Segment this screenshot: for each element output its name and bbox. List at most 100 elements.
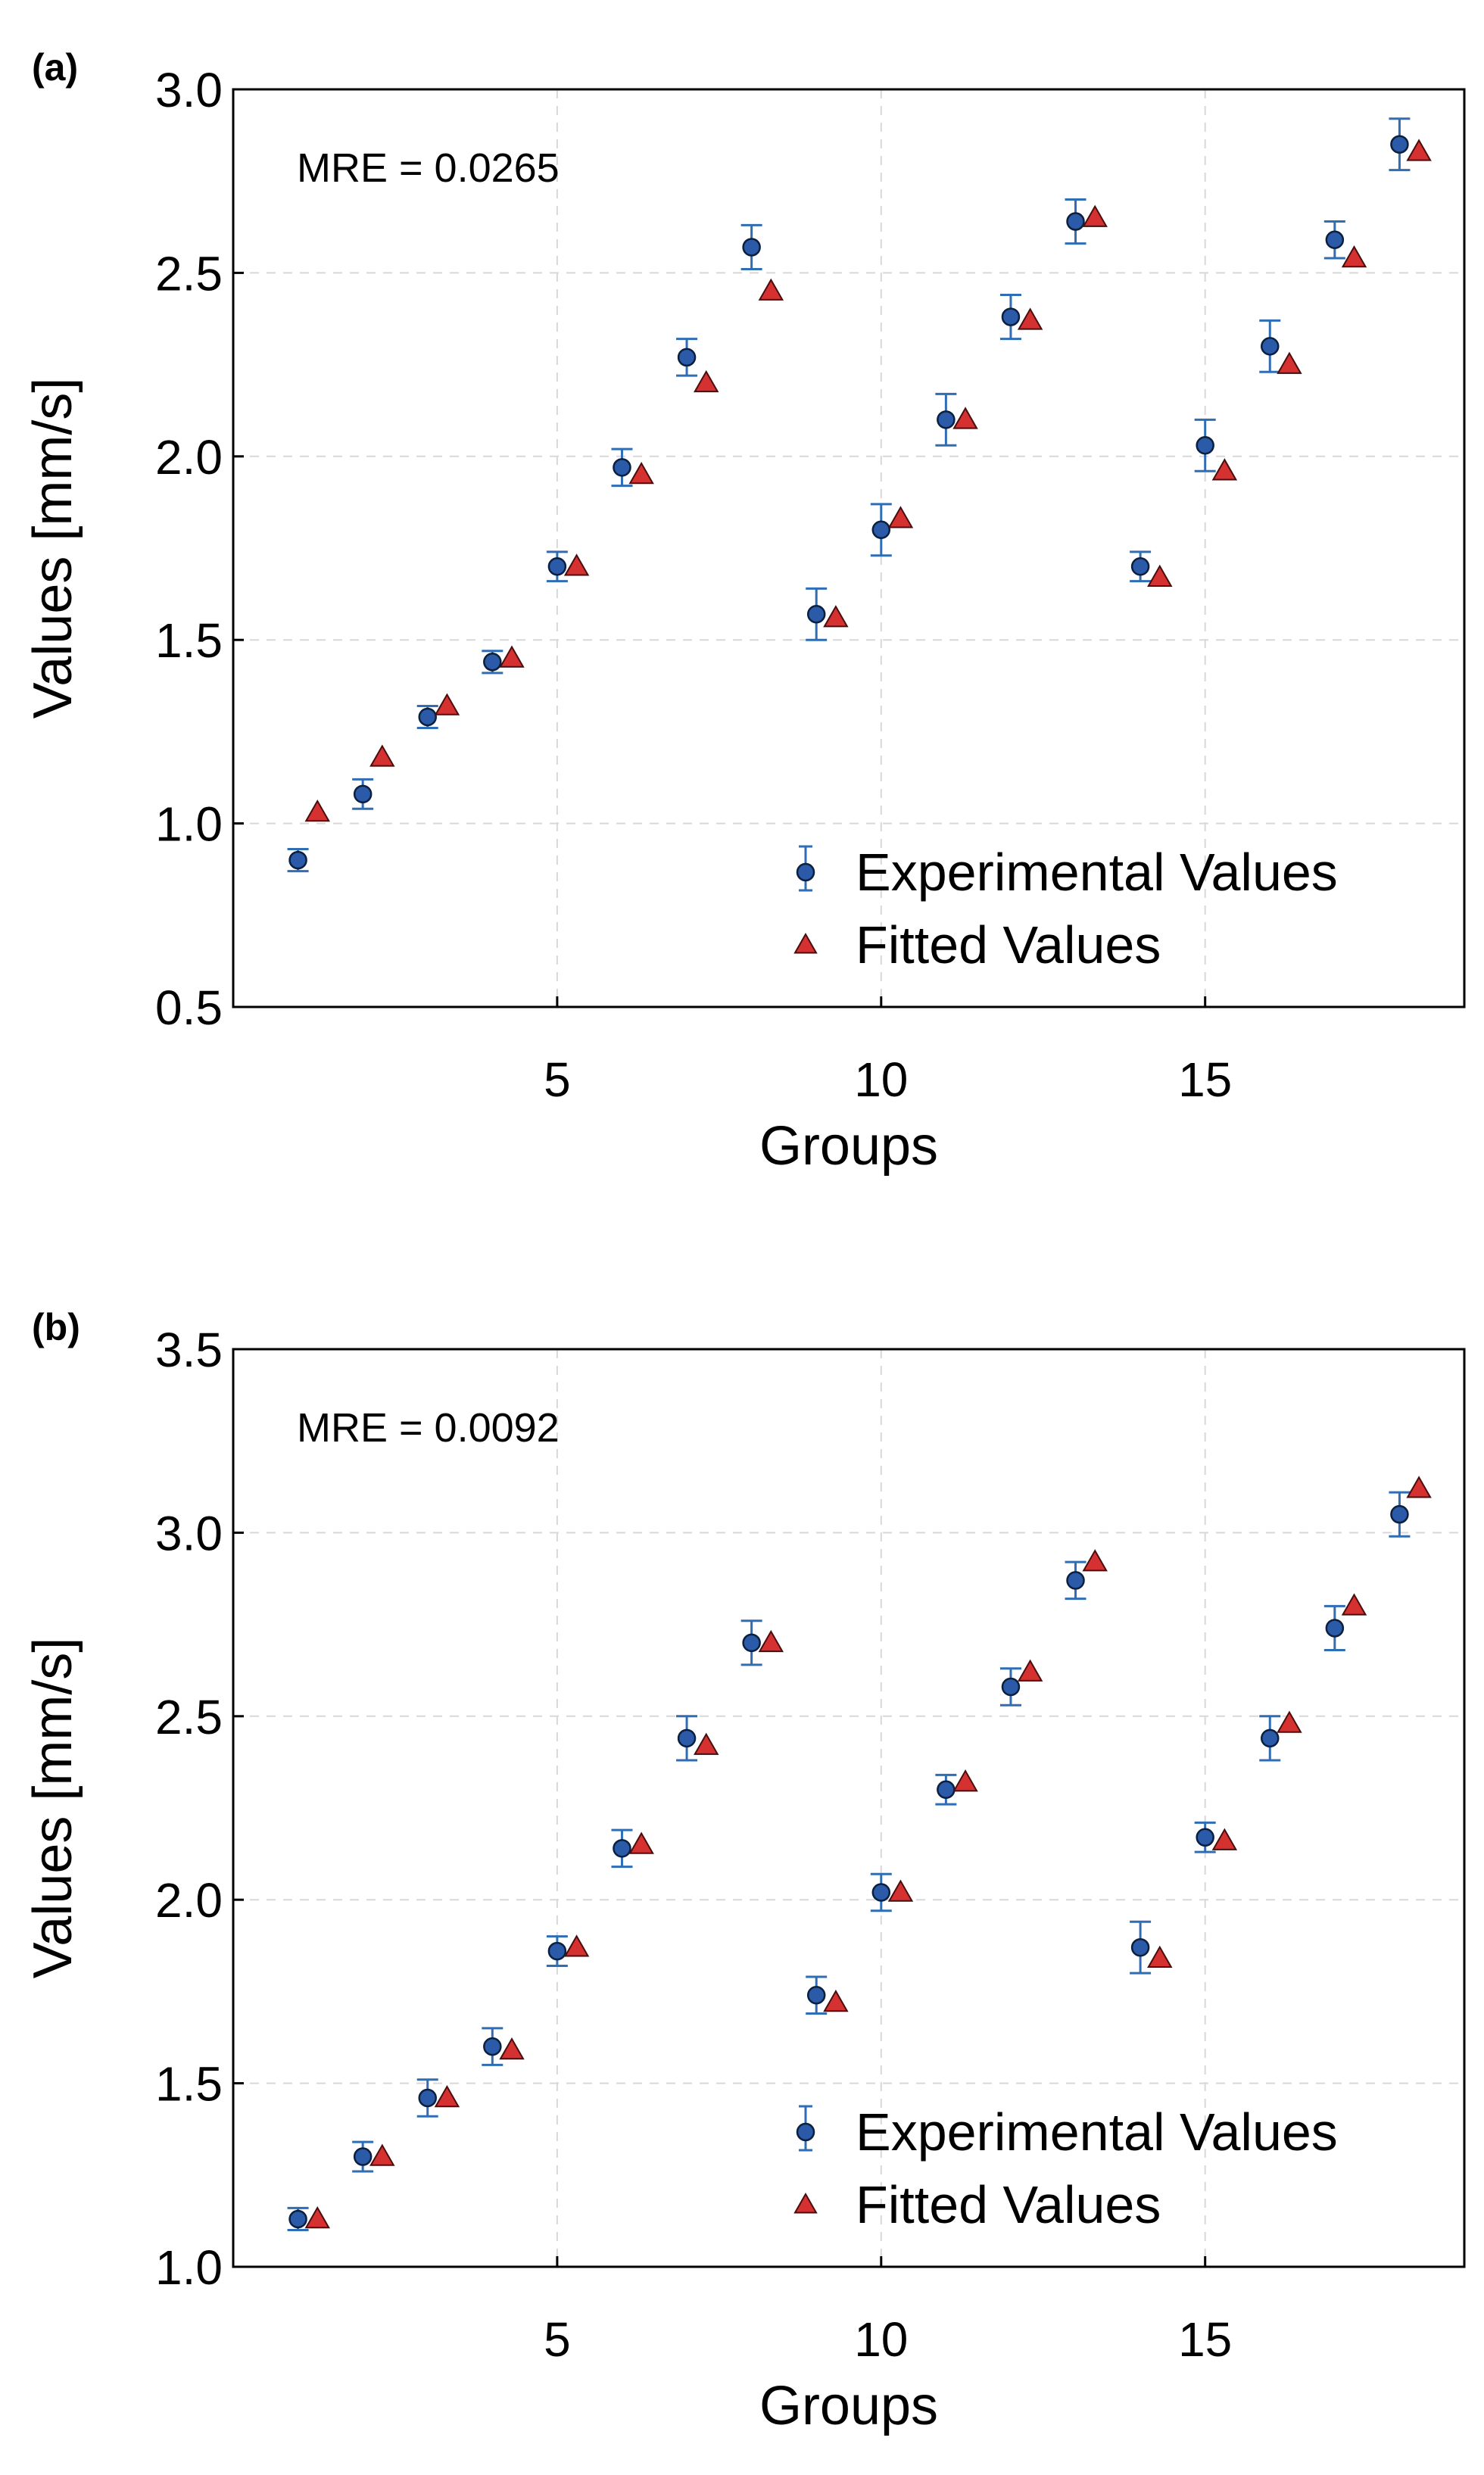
- experimental-point: [1130, 556, 1150, 576]
- experimental-point: [1196, 436, 1214, 455]
- fitted-point: [304, 800, 330, 822]
- experimental-point: [613, 458, 631, 477]
- experimental-point: [1066, 1571, 1085, 1590]
- x-tick-label: 15: [1178, 1052, 1232, 1107]
- legend: Experimental Values Fitted Values: [793, 843, 1338, 974]
- mre-annotation: MRE = 0.0265: [297, 145, 560, 191]
- experimental-point: [1130, 1937, 1150, 1957]
- y-tick-label: 1.5: [155, 613, 223, 668]
- experimental-point: [937, 410, 956, 429]
- x-tick-label: 5: [544, 2312, 571, 2367]
- experimental-point: [1325, 230, 1345, 250]
- fitted-point: [952, 407, 978, 429]
- fitted-point: [887, 1879, 914, 1902]
- fitted-point: [563, 553, 590, 576]
- y-tick-label: 2.0: [155, 430, 223, 485]
- fitted-point: [1406, 139, 1432, 161]
- experimental-point: [937, 1780, 956, 1800]
- x-tick-label: 10: [854, 1052, 908, 1107]
- fitted-point: [1082, 204, 1108, 227]
- panel-label: (b): [32, 1306, 80, 1348]
- experimental-point: [288, 2209, 307, 2229]
- fitted-point: [434, 2084, 460, 2108]
- fitted-point: [1017, 1659, 1043, 1682]
- legend-experimental-marker: [796, 2122, 815, 2142]
- fitted-point: [1017, 307, 1043, 330]
- fitted-point: [304, 2205, 330, 2229]
- experimental-point: [806, 1985, 826, 2005]
- y-axis-title: Values [mm/s]: [23, 1638, 83, 1979]
- fitted-point: [628, 1831, 654, 1854]
- fitted-point: [434, 693, 460, 715]
- legend-fitted-label: Fitted Values: [856, 915, 1161, 974]
- experimental-point: [1325, 1619, 1345, 1638]
- fitted-point: [758, 278, 784, 301]
- fitted-point: [887, 506, 914, 528]
- y-axis-title: Values [mm/s]: [23, 378, 83, 719]
- fitted-point: [1147, 1945, 1173, 1968]
- fitted-point: [499, 645, 525, 668]
- experimental-point: [353, 2147, 373, 2166]
- fitted-point: [628, 462, 654, 485]
- experimental-point: [871, 520, 891, 540]
- experimental-point: [806, 605, 826, 624]
- fitted-point: [369, 744, 395, 767]
- fitted-point: [1147, 564, 1173, 588]
- panel-label: (a): [32, 46, 78, 89]
- fitted-point: [694, 369, 719, 393]
- y-tick-label: 2.5: [155, 246, 223, 301]
- fitted-point: [499, 2037, 525, 2060]
- fitted-point: [1277, 1710, 1302, 1733]
- y-tick-label: 2.5: [155, 1690, 223, 1744]
- x-tick-label: 15: [1178, 2312, 1232, 2367]
- y-tick-label: 3.5: [155, 1323, 223, 1377]
- fitted-point: [1211, 458, 1238, 481]
- fitted-point: [1082, 1549, 1108, 1572]
- legend-experimental-label: Experimental Values: [856, 2103, 1338, 2162]
- fitted-point: [694, 1732, 719, 1755]
- x-axis-title: Groups: [759, 2376, 938, 2436]
- experimental-point: [677, 348, 697, 367]
- legend: Experimental Values Fitted Values: [793, 2103, 1338, 2234]
- experimental-point: [1001, 307, 1021, 326]
- legend-fitted-marker: [793, 2192, 818, 2214]
- experimental-point: [742, 238, 761, 257]
- y-tick-label: 1.5: [155, 2057, 223, 2112]
- experimental-point: [547, 1941, 567, 1961]
- mre-annotation: MRE = 0.0092: [297, 1405, 560, 1451]
- fitted-point: [1406, 1476, 1432, 1498]
- fitted-point: [823, 1989, 849, 2012]
- experimental-point: [871, 1883, 891, 1902]
- fitted-point: [758, 1629, 784, 1653]
- y-tick-label: 0.5: [155, 980, 223, 1035]
- y-tick-label: 3.0: [155, 63, 223, 117]
- experimental-point: [418, 707, 437, 727]
- plot-frame: [232, 1348, 1466, 2268]
- fitted-point: [369, 2143, 395, 2166]
- chart-panel-a: 5 10 15 0.5 1.0 1.5 2.0 2.5 3.0 Groups Values [mm/…: [23, 46, 1466, 1177]
- y-tick-label: 2.0: [155, 1873, 223, 1928]
- experimental-point: [353, 784, 373, 804]
- experimental-point: [288, 850, 307, 870]
- fitted-point: [563, 1934, 590, 1957]
- experimental-point: [483, 653, 502, 672]
- experimental-point: [1066, 212, 1085, 231]
- experimental-point: [677, 1728, 697, 1748]
- experimental-point: [1196, 1828, 1214, 1847]
- legend-fitted-marker: [793, 932, 818, 954]
- experimental-point: [1261, 337, 1280, 356]
- fitted-point: [1341, 245, 1367, 268]
- plot-frame: [232, 88, 1466, 1008]
- experimental-point: [1261, 1728, 1280, 1748]
- y-tick-label: 3.0: [155, 1506, 223, 1560]
- y-tick-label: 1.0: [155, 797, 223, 852]
- fitted-point: [1277, 351, 1302, 374]
- experimental-point: [483, 2037, 502, 2056]
- experimental-point: [547, 556, 567, 576]
- x-axis-title: Groups: [759, 1116, 938, 1177]
- legend-fitted-label: Fitted Values: [856, 2175, 1161, 2234]
- experimental-point: [1390, 1504, 1409, 1524]
- x-tick-label: 10: [854, 2312, 908, 2367]
